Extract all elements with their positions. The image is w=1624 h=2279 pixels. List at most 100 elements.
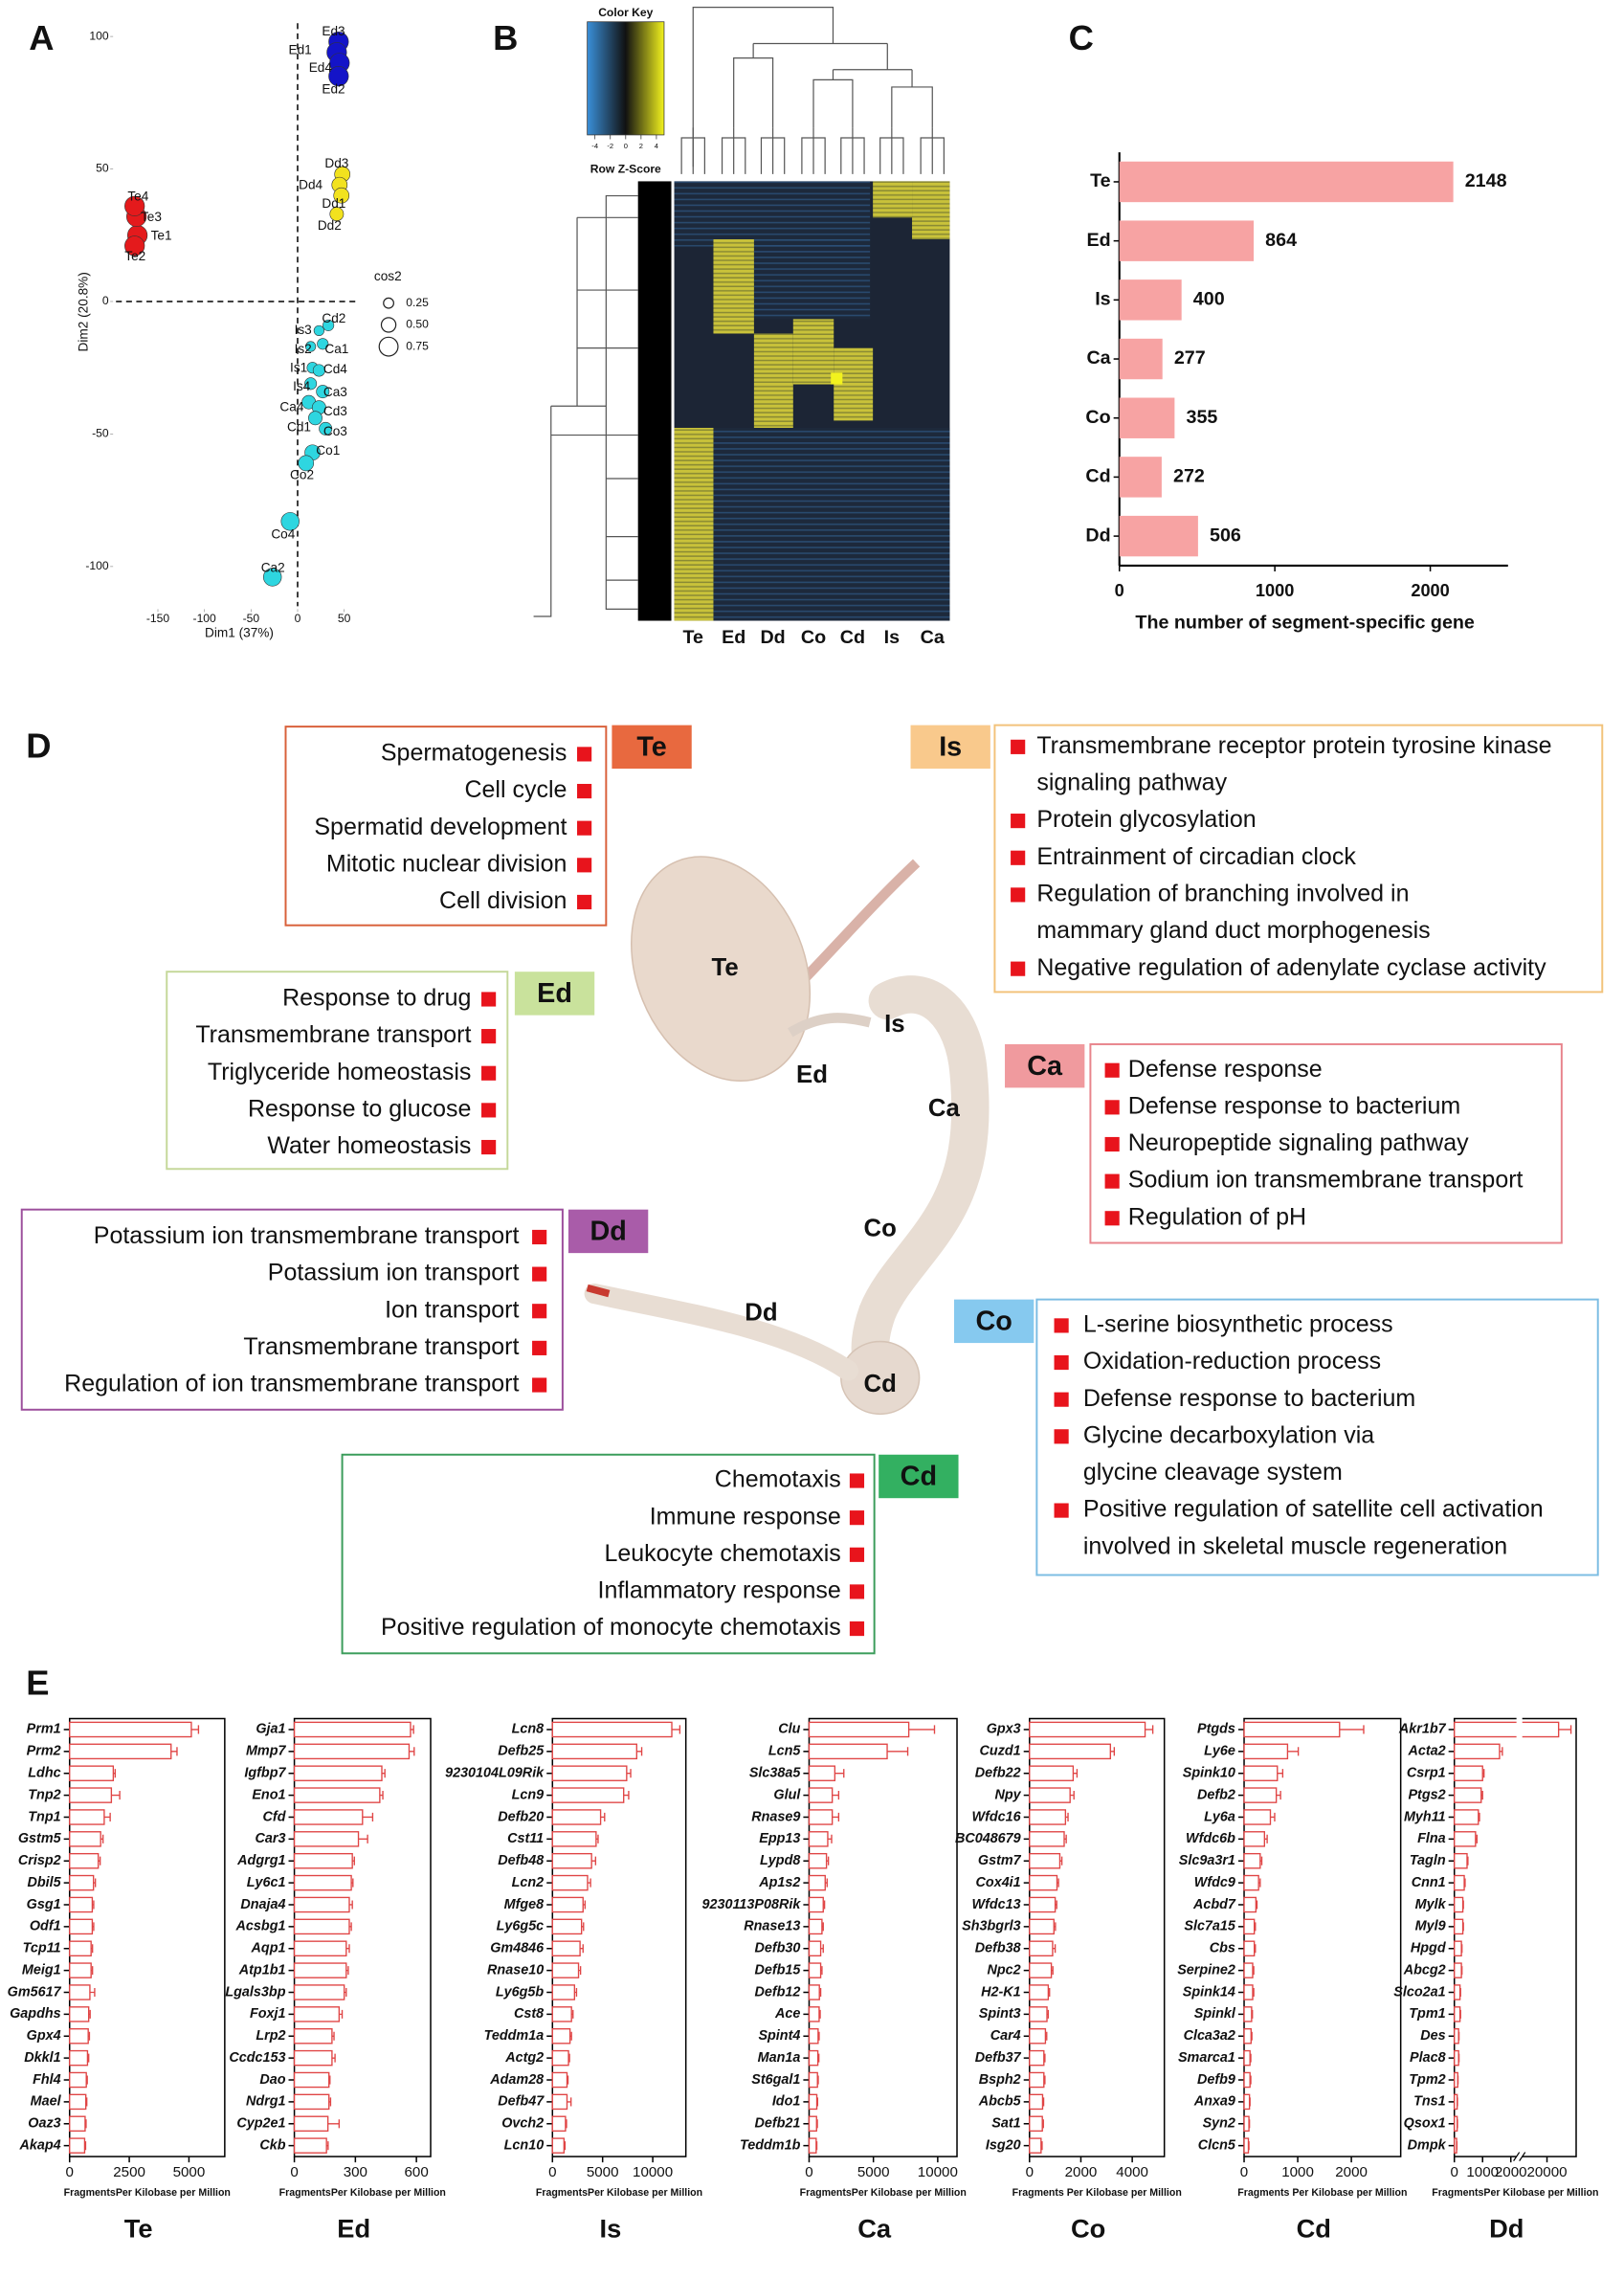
point	[124, 235, 145, 257]
point-label: Ca4	[279, 399, 303, 413]
point	[313, 324, 324, 337]
bar	[808, 2006, 820, 2022]
x-axis-label: Fragments Per Kilobase per Million	[1237, 2187, 1407, 2199]
group-box	[166, 971, 509, 1171]
point-label: Ca3	[323, 385, 347, 399]
bar	[69, 1896, 94, 1913]
category-label: Tagln	[1410, 1853, 1446, 1868]
error-bar	[1464, 1878, 1466, 1888]
chart-title: Dd	[1489, 2214, 1524, 2244]
x-tick-label: 0	[548, 2164, 556, 2180]
error-bar	[1459, 2009, 1461, 2019]
category-label: Akr1b7	[1398, 1722, 1447, 1737]
category-label: Ldhc	[28, 1766, 60, 1781]
specimen-label: Dd	[745, 1300, 777, 1327]
bullet	[532, 1229, 547, 1245]
bar	[1029, 1874, 1058, 1891]
group-tag-label: Ca	[1027, 1051, 1063, 1082]
error-bar	[331, 2031, 335, 2041]
bar	[1029, 1962, 1053, 1978]
bullet	[481, 1139, 497, 1155]
category-label: Meig1	[22, 1962, 61, 1977]
term: Immune response	[650, 1503, 841, 1530]
bullet	[577, 894, 592, 910]
bar	[1243, 1721, 1341, 1738]
category-label: Man1a	[758, 2050, 801, 2066]
category-label: Mfge8	[504, 1897, 545, 1912]
bar	[808, 1743, 888, 1760]
bar	[551, 2071, 568, 2089]
error-bar	[1461, 1966, 1463, 1976]
category-label: Gapdhs	[10, 2006, 61, 2022]
plot-frame	[68, 1717, 226, 2157]
term: Protein glycosylation	[1036, 806, 1256, 833]
bar	[1029, 2006, 1048, 2022]
specimen-label: Cd	[864, 1371, 897, 1397]
legend-label: 0.25	[406, 296, 429, 309]
category-label: Rnase13	[744, 1919, 800, 1934]
term: Negative regulation of adenylate cyclase…	[1036, 954, 1546, 981]
group-box	[284, 726, 608, 927]
error-bar	[352, 1856, 355, 1866]
category-label: Gja1	[256, 1722, 285, 1737]
point-label: Cd2	[322, 311, 345, 325]
bullet	[481, 1065, 497, 1081]
bar	[1029, 1896, 1057, 1913]
category-label: Ndrg1	[246, 2094, 286, 2110]
point	[323, 319, 335, 331]
category-label: Adam28	[489, 2072, 544, 2088]
bar	[1243, 2093, 1251, 2111]
error-bar	[820, 1944, 824, 1954]
category-label: Oaz3	[28, 2116, 60, 2132]
error-bar	[817, 2053, 820, 2063]
value-label: 2148	[1465, 170, 1507, 191]
bar	[69, 1874, 95, 1891]
category-label: Clca3a2	[1184, 2028, 1235, 2044]
efferent-duct	[788, 1013, 872, 1038]
bar	[1243, 1962, 1254, 1978]
bullet	[1054, 1503, 1069, 1518]
category-label: Defb12	[754, 1984, 800, 2000]
x-tick-label: 0	[295, 612, 301, 625]
x-tick-label: 10000	[918, 2164, 958, 2180]
term: Glycine decarboxylation via	[1083, 1421, 1374, 1448]
category-label: Csrp1	[1407, 1766, 1446, 1781]
bar	[1454, 1852, 1468, 1869]
error-bar	[1480, 1791, 1483, 1800]
bar	[551, 1852, 592, 1869]
error-bar	[1462, 1900, 1464, 1910]
error-bar	[1064, 1834, 1067, 1843]
point-label: Is1	[290, 360, 307, 374]
bar	[293, 1896, 350, 1913]
bar	[1119, 161, 1454, 203]
bar	[69, 1743, 172, 1760]
category-label: Cuzd1	[980, 1744, 1021, 1759]
category-label: Abcg2	[1403, 1962, 1446, 1977]
point-label: Is4	[293, 379, 311, 393]
break-mark	[1513, 2152, 1526, 2161]
bar	[808, 1874, 826, 1891]
term: Regulation of branching involved in	[1036, 880, 1409, 906]
term: Positive regulation of satellite cell ac…	[1083, 1496, 1544, 1523]
category-label: Defb22	[975, 1766, 1021, 1781]
bar	[69, 2028, 89, 2044]
group-tag-label: Ed	[537, 978, 572, 1009]
term: Sodium ion transmembrane transport	[1128, 1167, 1524, 1194]
category-label: Prm2	[27, 1744, 61, 1759]
group-tag-label: Co	[975, 1306, 1012, 1336]
category-label: Defb47	[498, 2094, 545, 2110]
bar	[1243, 1896, 1257, 1913]
category-label: H2-K1	[981, 1984, 1021, 2000]
bar	[808, 1765, 836, 1781]
category-label: Spint3	[979, 2006, 1021, 2022]
group-tag-label: Te	[636, 731, 666, 762]
point-label: Co2	[290, 468, 314, 482]
group-tag-label: Cd	[901, 1462, 937, 1492]
category-label: Cst11	[507, 1831, 544, 1846]
value-label: 277	[1174, 347, 1206, 369]
x-tick-label: 0	[66, 2164, 74, 2180]
key-tick-label: 2	[639, 142, 643, 150]
group-box	[1035, 1298, 1599, 1576]
error-bar	[345, 1966, 349, 1976]
category-label: Dnaja4	[240, 1897, 285, 1912]
